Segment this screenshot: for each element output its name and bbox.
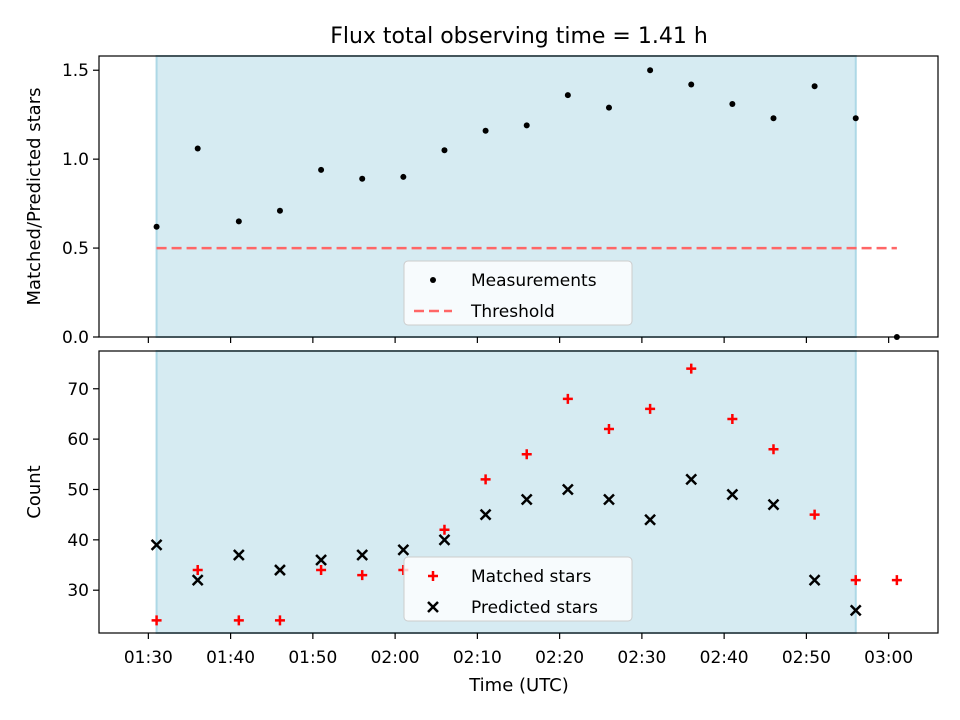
matched-star-point bbox=[192, 565, 203, 576]
y-tick-label: 60 bbox=[67, 430, 89, 450]
legend-label: Predicted stars bbox=[471, 598, 598, 618]
legend-box bbox=[403, 260, 633, 326]
predicted-star-point bbox=[438, 533, 451, 546]
measurement-point bbox=[688, 81, 695, 88]
measurement-point bbox=[153, 223, 160, 230]
measurement-point bbox=[647, 67, 654, 74]
legend-label: Matched stars bbox=[471, 567, 591, 587]
predicted-star-point bbox=[849, 604, 862, 617]
matched-star-point bbox=[439, 524, 450, 535]
measurement-point bbox=[400, 173, 407, 180]
matched-star-point bbox=[809, 509, 820, 520]
matched-star-point bbox=[480, 474, 491, 485]
measurement-point bbox=[564, 92, 571, 99]
matched-star-point bbox=[151, 615, 162, 626]
predicted-star-point bbox=[232, 549, 245, 561]
y-axis-label: Count bbox=[24, 465, 45, 518]
matched-star-point bbox=[686, 363, 697, 374]
predicted-star-point bbox=[397, 544, 410, 556]
x-axis-label: Time (UTC) bbox=[468, 675, 569, 696]
y-tick-label: 1.5 bbox=[62, 61, 89, 81]
matched-star-point bbox=[768, 444, 779, 455]
panel-1: 0.0 0.5 1.0 1.5 Matched/Predicted stars Measu… bbox=[24, 55, 939, 348]
predicted-star-point bbox=[561, 483, 574, 496]
y-tick-label: 1.0 bbox=[62, 150, 89, 170]
measurement-point bbox=[605, 104, 612, 111]
measurement-point bbox=[852, 115, 859, 122]
predicted-star-point bbox=[726, 488, 739, 501]
y-tick-label: 0.5 bbox=[62, 239, 89, 259]
measurement-point bbox=[729, 101, 736, 108]
measurement-point bbox=[359, 175, 366, 182]
predicted-star-point bbox=[603, 493, 615, 506]
matched-star-point bbox=[233, 615, 244, 626]
matched-star-point bbox=[891, 575, 902, 586]
matched-star-point bbox=[562, 393, 573, 404]
y-tick-label: 0.0 bbox=[62, 328, 89, 348]
legend-box bbox=[403, 556, 633, 622]
matched-star-point bbox=[645, 403, 656, 414]
x-tick-label: 01:50 bbox=[288, 648, 337, 668]
matched-star-point bbox=[357, 570, 368, 581]
measurement-point bbox=[811, 83, 818, 90]
matched-star-point bbox=[274, 615, 285, 626]
axes-frame bbox=[98, 55, 939, 338]
measurement-point bbox=[235, 218, 242, 225]
x-tick-label: 02:50 bbox=[782, 648, 831, 668]
chart-title: Flux total observing time = 1.41 h bbox=[330, 24, 708, 49]
panel-2: 30 40 50 60 70 01:30 01:40 01:50 02:00 02:10 02:20… bbox=[24, 350, 939, 668]
measurement-point bbox=[276, 207, 283, 214]
measurement-point bbox=[441, 147, 448, 154]
legend-label: Threshold bbox=[470, 302, 555, 322]
matched-star-point bbox=[316, 565, 327, 576]
legend-marker-matched bbox=[428, 571, 438, 581]
matched-star-point bbox=[850, 575, 861, 586]
predicted-star-point bbox=[767, 498, 780, 511]
x-tick-label: 02:10 bbox=[453, 648, 502, 668]
measurement-point bbox=[318, 166, 325, 173]
x-tick-label: 02:00 bbox=[371, 648, 420, 668]
y-tick-label: 50 bbox=[67, 480, 89, 500]
predicted-star-point bbox=[150, 538, 163, 551]
y-tick-label: 40 bbox=[67, 531, 89, 551]
legend: Matched stars Predicted stars bbox=[403, 556, 633, 622]
predicted-star-point bbox=[685, 473, 698, 486]
y-axis-label: Matched/Predicted stars bbox=[24, 88, 45, 306]
predicted-star-point bbox=[191, 574, 204, 587]
axes-frame bbox=[98, 350, 939, 634]
y-tick-label: 30 bbox=[67, 581, 89, 601]
x-tick-label: 01:40 bbox=[206, 648, 255, 668]
measurement-point bbox=[523, 122, 530, 129]
x-tick-label: 02:20 bbox=[535, 648, 584, 668]
x-tick-label: 02:40 bbox=[700, 648, 749, 668]
matched-star-point bbox=[521, 449, 532, 460]
legend-marker-predicted bbox=[427, 601, 439, 613]
measurement-point bbox=[482, 127, 489, 134]
predicted-star-point bbox=[356, 549, 369, 561]
x-tick-label: 03:00 bbox=[864, 648, 913, 668]
matched-star-point bbox=[727, 413, 738, 424]
x-tick-label: 02:30 bbox=[617, 648, 666, 668]
legend-marker-measurements bbox=[430, 277, 436, 283]
matched-star-point bbox=[603, 424, 614, 435]
predicted-star-point bbox=[274, 564, 286, 576]
measurement-point bbox=[194, 145, 201, 152]
predicted-star-point bbox=[644, 513, 656, 526]
panels: 0.0 0.5 1.0 1.5 Matched/Predicted stars Measu… bbox=[24, 55, 939, 668]
legend-label: Measurements bbox=[471, 271, 597, 291]
predicted-star-point bbox=[479, 508, 492, 521]
measurement-point bbox=[770, 115, 777, 122]
y-tick-label: 70 bbox=[67, 380, 89, 400]
legend: Measurements Threshold bbox=[403, 260, 633, 326]
predicted-star-point bbox=[520, 493, 533, 506]
predicted-star-point bbox=[315, 554, 327, 566]
x-tick-label: 01:30 bbox=[124, 648, 173, 668]
predicted-star-point bbox=[808, 574, 821, 587]
